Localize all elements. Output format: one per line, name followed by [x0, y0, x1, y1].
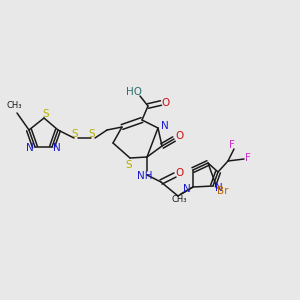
Text: O: O [176, 168, 184, 178]
Text: F: F [245, 153, 251, 163]
Text: O: O [162, 98, 170, 108]
Text: S: S [126, 160, 132, 170]
Text: S: S [89, 129, 95, 139]
Text: N: N [215, 183, 223, 193]
Text: CH₃: CH₃ [6, 100, 22, 109]
Text: CH₃: CH₃ [171, 196, 187, 205]
Text: N: N [183, 184, 191, 194]
Text: HO: HO [126, 87, 142, 97]
Text: N: N [53, 143, 61, 153]
Text: N: N [26, 143, 34, 153]
Text: N: N [161, 121, 169, 131]
Text: F: F [229, 140, 235, 150]
Text: S: S [72, 129, 78, 139]
Text: NH: NH [137, 171, 153, 181]
Text: Br: Br [217, 186, 229, 196]
Text: O: O [175, 131, 183, 141]
Text: S: S [43, 109, 49, 119]
